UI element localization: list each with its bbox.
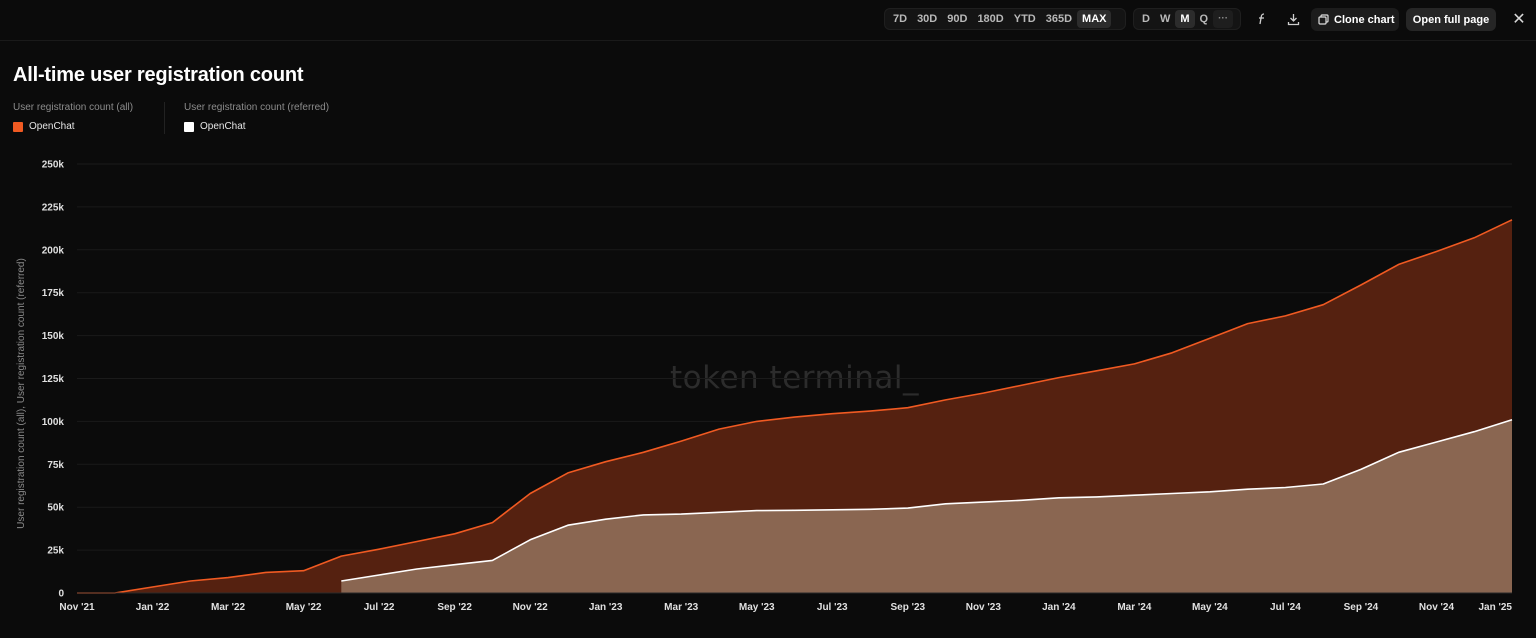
legend-swatch — [184, 121, 194, 132]
chart-title: All-time user registration count — [13, 64, 304, 86]
y-tick-label: 150k — [42, 331, 65, 342]
legend-entry[interactable]: OpenChat — [184, 121, 329, 132]
download-icon[interactable] — [1282, 9, 1304, 29]
legend-swatch — [13, 121, 23, 132]
y-tick-label: 250k — [42, 160, 65, 171]
x-tick-label: Jan '22 — [136, 602, 170, 613]
x-tick-label: Jul '23 — [817, 602, 848, 613]
legend-heading: User registration count (referred) — [184, 102, 330, 113]
chart-toolbar: 7D 30D 90D 180D YTD 365D MAX D W M Q ··· Clone cha… — [0, 0, 1536, 41]
x-tick-label: Jan '25 — [1478, 602, 1512, 613]
legend-divider — [164, 102, 165, 134]
series-line-1 — [341, 418, 1513, 582]
legend-label: OpenChat — [200, 121, 246, 132]
legend-entry[interactable]: OpenChat — [13, 121, 133, 132]
function-icon[interactable] — [1251, 9, 1273, 29]
x-tick-label: Sep '22 — [437, 602, 472, 613]
range-365d-button[interactable]: 365D — [1045, 13, 1073, 25]
y-tick-label: 225k — [42, 202, 65, 213]
x-tick-label: Nov '23 — [966, 602, 1002, 613]
range-90d-button[interactable]: 90D — [947, 13, 968, 25]
x-tick-label: Jul '24 — [1270, 602, 1301, 613]
x-tick-label: Sep '23 — [890, 602, 925, 613]
close-icon[interactable]: ✕ — [1512, 11, 1526, 28]
range-ytd-button[interactable]: YTD — [1013, 13, 1036, 25]
legend-heading: User registration count (all) — [13, 102, 134, 113]
open-full-page-button[interactable]: Open full page — [1406, 8, 1496, 31]
x-tick-label: May '24 — [1192, 602, 1228, 613]
y-tick-label: 100k — [42, 417, 65, 428]
range-180d-button[interactable]: 180D — [977, 13, 1004, 25]
x-tick-label: Mar '24 — [1117, 602, 1152, 613]
granularity-m-button[interactable]: M — [1175, 10, 1195, 28]
y-tick-label: 125k — [42, 374, 65, 385]
range-30d-button[interactable]: 30D — [917, 13, 938, 25]
x-tick-label: May '22 — [286, 602, 322, 613]
y-axis-label: User registration count (all), User regi… — [16, 258, 27, 529]
x-tick-label: Nov '21 — [59, 602, 95, 613]
y-tick-label: 75k — [47, 460, 64, 471]
more-options-button[interactable]: ··· — [1213, 10, 1234, 28]
time-range-selector: 7D 30D 90D 180D YTD 365D MAX — [884, 8, 1126, 30]
y-tick-label: 200k — [42, 245, 65, 256]
x-tick-label: Jan '23 — [589, 602, 623, 613]
clone-chart-label: Clone chart — [1334, 13, 1395, 26]
x-tick-label: Nov '24 — [1419, 602, 1455, 613]
y-tick-label: 50k — [47, 503, 64, 514]
open-full-page-label: Open full page — [1412, 13, 1490, 26]
x-tick-label: Mar '22 — [211, 602, 246, 613]
granularity-d-button[interactable]: D — [1142, 13, 1150, 25]
y-tick-label: 25k — [47, 546, 64, 557]
legend-group-referred: User registration count (referred) OpenC… — [184, 102, 329, 132]
x-tick-label: Jan '24 — [1042, 602, 1076, 613]
x-tick-label: Sep '24 — [1344, 602, 1379, 613]
clone-chart-button[interactable]: Clone chart — [1311, 8, 1399, 31]
y-tick-label: 175k — [42, 288, 65, 299]
x-tick-label: May '23 — [739, 602, 775, 613]
range-max-button[interactable]: MAX — [1077, 10, 1112, 28]
range-7d-button[interactable]: 7D — [893, 13, 908, 25]
granularity-q-button[interactable]: Q — [1199, 13, 1209, 25]
x-tick-label: Jul '22 — [364, 602, 395, 613]
copy-icon — [1318, 14, 1329, 25]
granularity-w-button[interactable]: W — [1159, 13, 1171, 25]
y-tick-label: 0 — [58, 589, 64, 600]
x-tick-label: Mar '23 — [664, 602, 699, 613]
legend-label: OpenChat — [29, 121, 75, 132]
legend-group-all: User registration count (all) OpenChat — [13, 102, 133, 132]
granularity-selector: D W M Q ··· — [1133, 8, 1241, 30]
x-tick-label: Nov '22 — [513, 602, 549, 613]
